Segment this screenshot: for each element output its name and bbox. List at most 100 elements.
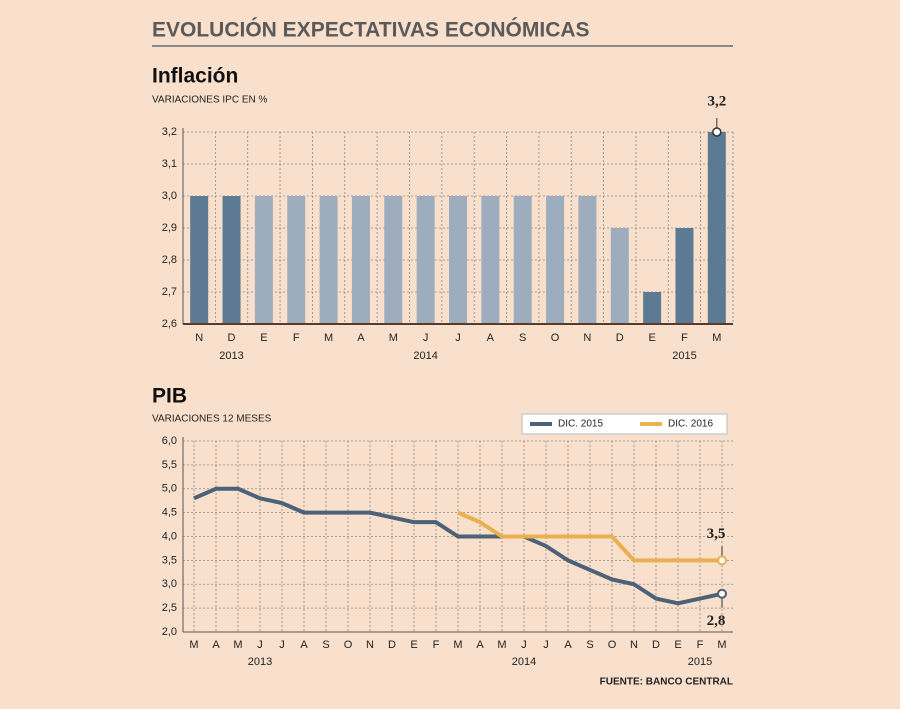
x-tick-label: M (497, 639, 506, 651)
x-tick-label: A (357, 332, 365, 344)
x-tick-label: D (388, 639, 396, 651)
x-tick-label: S (519, 332, 526, 344)
chart-subtitle: VARIACIONES 12 MESES (152, 414, 272, 425)
x-tick-label: M (453, 639, 462, 651)
bar (190, 196, 209, 324)
y-tick-label: 2,5 (162, 602, 177, 614)
y-tick-label: 3,5 (162, 554, 177, 566)
x-tick-label: A (564, 639, 572, 651)
y-tick-label: 3,1 (162, 158, 177, 170)
bar (319, 196, 338, 324)
y-tick-label: 2,7 (162, 286, 177, 298)
x-tick-label: J (257, 639, 263, 651)
x-tick-label: O (344, 639, 353, 651)
bar (643, 292, 662, 324)
bar (610, 228, 629, 324)
year-label: 2014 (512, 656, 536, 668)
x-tick-label: E (260, 332, 267, 344)
label-dot (717, 588, 727, 599)
legend-label: DIC. 2015 (558, 419, 603, 430)
x-tick-label: N (366, 639, 374, 651)
x-tick-label: M (389, 332, 398, 344)
bar (546, 196, 565, 324)
bar (578, 196, 597, 324)
y-tick-label: 3,2 (162, 126, 177, 138)
line-series (457, 510, 722, 563)
bar (675, 228, 694, 324)
x-tick-label: O (608, 639, 617, 651)
bar (384, 196, 403, 324)
x-tick-label: S (322, 639, 329, 651)
y-tick-label: 2,6 (162, 318, 177, 330)
x-tick-label: F (433, 639, 440, 651)
x-tick-label: M (233, 639, 242, 651)
x-tick-label: J (423, 332, 429, 344)
y-tick-label: 2,8 (162, 254, 177, 266)
data-label: 3,5 (707, 526, 726, 542)
x-tick-label: A (476, 639, 484, 651)
x-tick-label: M (717, 639, 726, 651)
bar (513, 196, 532, 324)
x-tick-label: F (681, 332, 688, 344)
page-title: EVOLUCIÓN EXPECTATIVAS ECONÓMICAS (152, 18, 590, 42)
y-tick-label: 5,0 (162, 483, 177, 495)
x-tick-label: A (300, 639, 308, 651)
x-tick-label: E (674, 639, 681, 651)
x-tick-label: A (487, 332, 495, 344)
x-tick-label: F (697, 639, 704, 651)
data-label: 2,8 (707, 613, 726, 629)
legend-label: DIC. 2016 (668, 419, 713, 430)
y-tick-label: 3,0 (162, 578, 177, 590)
bar (707, 132, 726, 324)
x-tick-label: M (189, 639, 198, 651)
x-tick-label: E (648, 332, 655, 344)
y-tick-label: 3,0 (162, 190, 177, 202)
x-tick-label: F (293, 332, 300, 344)
source: FUENTE: BANCO CENTRAL (600, 677, 733, 688)
bar (481, 196, 500, 324)
bar (287, 196, 306, 324)
x-tick-label: A (212, 639, 220, 651)
bar (351, 196, 370, 324)
x-tick-label: D (616, 332, 624, 344)
x-tick-label: N (630, 639, 638, 651)
data-label: 3,2 (707, 93, 726, 109)
legend-box (521, 413, 728, 435)
x-tick-label: J (543, 639, 549, 651)
year-label: 2015 (672, 350, 696, 362)
x-tick-label: M (324, 332, 333, 344)
x-tick-label: J (279, 639, 285, 651)
label-dot (717, 555, 727, 566)
x-tick-label: S (586, 639, 593, 651)
bar (449, 196, 467, 324)
chart-title: PIB (152, 385, 187, 408)
y-tick-label: 6,0 (162, 435, 177, 447)
year-label: 2013 (248, 656, 272, 668)
x-tick-label: J (455, 332, 461, 344)
x-tick-label: N (195, 332, 203, 344)
x-tick-label: M (712, 332, 721, 344)
y-tick-label: 5,5 (162, 459, 177, 471)
x-tick-label: J (521, 639, 527, 651)
bar (222, 196, 241, 324)
x-tick-label: E (410, 639, 417, 651)
y-tick-label: 4,5 (162, 507, 177, 519)
bar (416, 196, 435, 324)
chart-title: Inflación (152, 65, 238, 88)
bar (254, 196, 273, 324)
y-tick-label: 4,0 (162, 530, 177, 542)
label-dot (712, 127, 722, 137)
year-label: 2013 (219, 350, 243, 362)
x-tick-label: D (652, 639, 660, 651)
chart-subtitle: VARIACIONES IPC EN % (152, 95, 268, 106)
x-tick-label: D (228, 332, 236, 344)
x-tick-label: N (583, 332, 591, 344)
y-tick-label: 2,0 (162, 626, 177, 638)
line-series (193, 486, 723, 606)
year-label: 2014 (413, 350, 437, 362)
year-label: 2015 (688, 656, 712, 668)
y-tick-label: 2,9 (162, 222, 177, 234)
x-tick-label: O (551, 332, 560, 344)
